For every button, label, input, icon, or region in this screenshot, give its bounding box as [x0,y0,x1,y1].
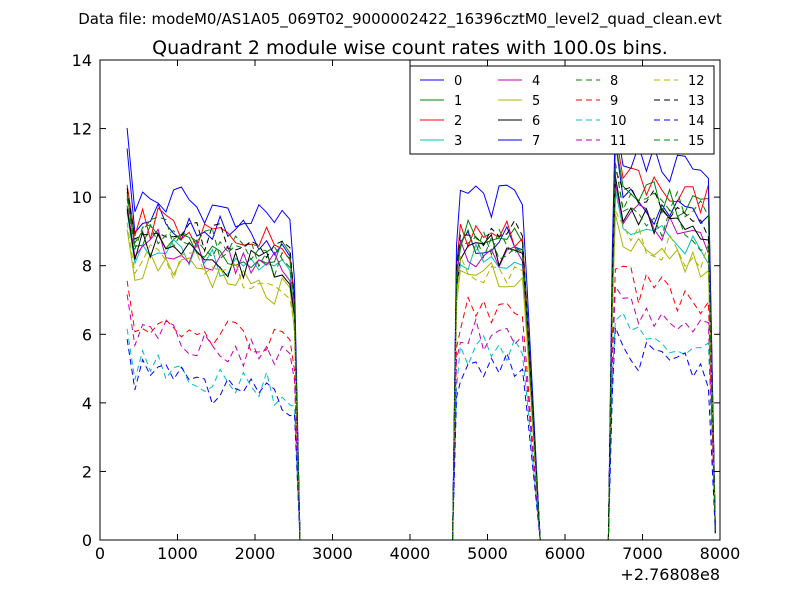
legend-label-13: 13 [688,94,705,109]
y-tick-label: 14 [72,51,92,70]
legend-label-8: 8 [610,74,618,89]
series-line-10 [126,312,716,541]
x-tick-label: 7000 [622,544,663,563]
x-tick-label: 4000 [390,544,431,563]
legend-label-11: 11 [610,134,627,149]
y-tick-label: 4 [82,394,92,413]
series-line-8 [126,162,716,541]
y-tick-label: 2 [82,462,92,481]
series-line-5 [126,214,716,541]
plot-area [126,118,716,541]
y-tick-label: 6 [82,325,92,344]
y-tick-label: 8 [82,257,92,276]
legend-label-4: 4 [532,74,540,89]
series-line-7 [126,118,716,541]
legend-label-15: 15 [688,134,705,149]
x-tick-label: 6000 [545,544,586,563]
x-offset-label: +2.76808e8 [620,565,720,584]
chart-suptitle: Data file: modeM0/AS1A05_069T02_90000024… [78,10,722,29]
series-line-4 [126,183,716,541]
series-line-11 [126,284,716,541]
legend-label-5: 5 [532,94,540,109]
series-line-9 [126,265,716,541]
legend-label-1: 1 [454,94,462,109]
x-tick-label: 5000 [467,544,508,563]
x-tick-label: 0 [95,544,105,563]
legend-label-2: 2 [454,114,462,129]
series-line-15 [126,162,716,541]
legend-label-6: 6 [532,114,540,129]
x-tick-label: 2000 [235,544,276,563]
y-tick-label: 12 [72,120,92,139]
series-line-12 [126,209,716,541]
x-tick-label: 8000 [700,544,741,563]
x-tick-label: 1000 [157,544,198,563]
chart-title: Quadrant 2 module wise count rates with … [152,37,668,59]
legend-label-7: 7 [532,134,540,149]
legend-label-14: 14 [688,114,705,129]
legend-label-0: 0 [454,74,462,89]
legend-label-3: 3 [454,134,462,149]
legend-label-10: 10 [610,114,627,129]
series-line-13 [126,169,716,541]
legend-box [409,65,715,155]
series-line-14 [126,327,716,541]
y-tick-label: 0 [82,531,92,550]
legend-label-9: 9 [610,94,618,109]
y-tick-label: 10 [72,188,92,207]
series-line-3 [126,190,716,541]
x-tick-label: 3000 [312,544,353,563]
legend-label-12: 12 [688,74,705,89]
axis-ticks: 0 1000 2000 3000 4000 5000 6000 7000 80000246810… [72,51,741,563]
